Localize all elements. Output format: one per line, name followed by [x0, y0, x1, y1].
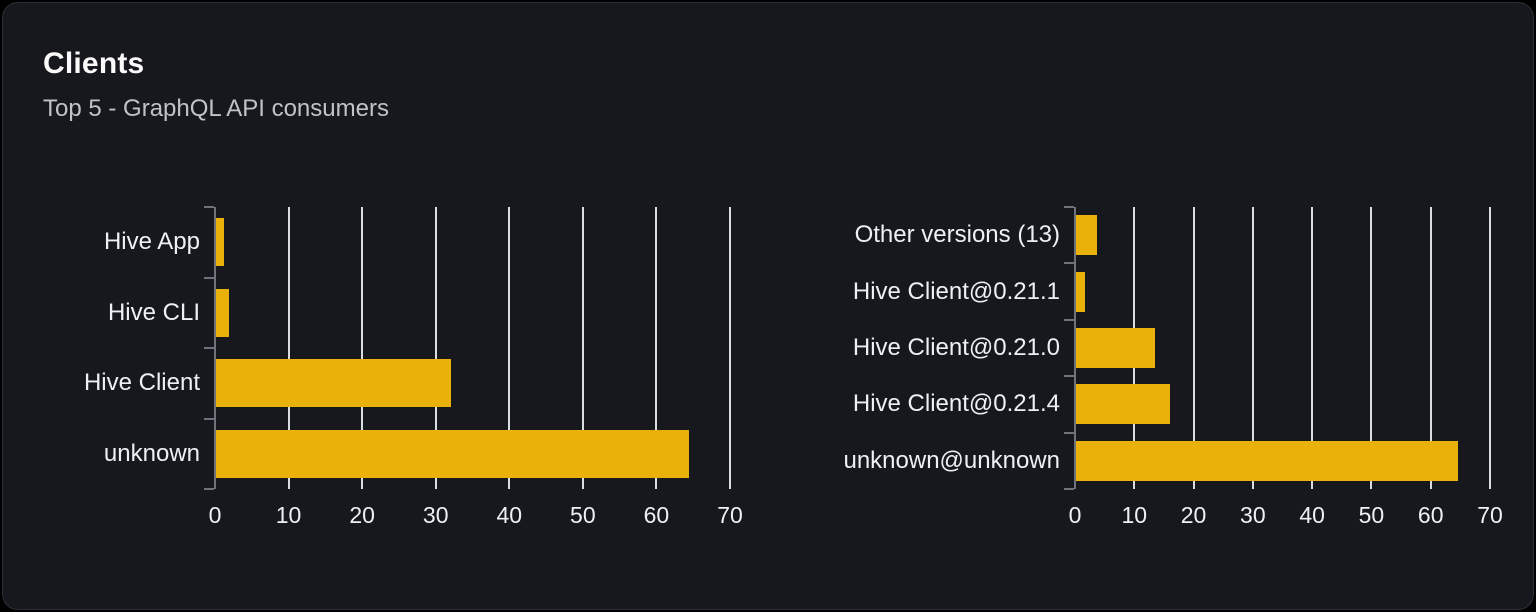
category-label: Hive App	[103, 228, 200, 256]
y-axis-tick	[1064, 262, 1074, 265]
x-tick-label: 0	[1068, 502, 1082, 528]
y-axis-tick	[1064, 318, 1074, 321]
x-tick-label: 60	[1417, 502, 1444, 528]
bar-Hive CLI	[215, 288, 229, 337]
y-axis-tick	[1064, 206, 1074, 208]
grid-line	[1311, 207, 1314, 489]
grid-line	[287, 207, 290, 489]
page-subtitle: Top 5 - GraphQL API consumers	[43, 95, 389, 122]
bar-Hive App	[215, 218, 224, 267]
x-tick-label: 20	[1180, 502, 1207, 528]
category-label: Hive CLI	[107, 298, 200, 326]
x-tick-label: 20	[349, 502, 375, 528]
y-axis-tick	[204, 488, 214, 490]
grid-line	[434, 207, 437, 489]
x-tick-label: 40	[1299, 502, 1325, 528]
x-tick-label: 30	[1240, 502, 1266, 528]
grid-line	[1251, 207, 1254, 489]
bar-Other versions (13)	[1075, 215, 1097, 256]
x-tick-label: 50	[1358, 502, 1385, 528]
grid-line	[581, 207, 584, 489]
x-tick-label: 10	[1121, 502, 1148, 528]
grid-line	[1370, 207, 1373, 489]
bar-unknown@unknown	[1075, 440, 1458, 481]
category-label: Hive Client	[83, 369, 200, 397]
grid-line	[1489, 207, 1491, 489]
category-label: unknown@unknown	[843, 446, 1060, 474]
grid-line	[655, 207, 658, 489]
y-axis-tick	[204, 206, 214, 208]
x-tick-label: 60	[643, 502, 670, 528]
category-label: Hive Client@0.21.4	[852, 390, 1060, 418]
grid-line	[729, 207, 731, 489]
grid-line	[361, 207, 364, 489]
y-axis-line	[1074, 207, 1076, 489]
category-label: Hive Client@0.21.1	[852, 277, 1060, 305]
grid-line	[1429, 207, 1432, 489]
x-tick-label: 50	[570, 502, 596, 528]
bar-Hive Client@0.21.4	[1075, 384, 1171, 425]
y-axis-tick	[204, 417, 214, 420]
x-tick-label: 30	[422, 502, 449, 528]
y-axis-line	[214, 207, 216, 489]
bar-unknown	[215, 429, 689, 478]
x-tick-label: 0	[208, 502, 222, 528]
x-tick-label: 70	[717, 502, 743, 528]
x-tick-label: 40	[496, 502, 523, 528]
bar-Hive Client@0.21.0	[1075, 328, 1156, 368]
category-label: Hive Client@0.21.0	[852, 334, 1060, 361]
x-tick-label: 10	[275, 502, 302, 528]
y-axis-tick	[1064, 431, 1074, 434]
bar-Hive Client@0.21.1	[1075, 271, 1086, 312]
category-label: unknown	[103, 439, 200, 467]
y-axis-tick	[1064, 375, 1074, 378]
page-title: Clients	[43, 47, 145, 80]
y-axis-tick	[204, 347, 214, 349]
x-tick-label: 70	[1477, 502, 1503, 528]
grid-line	[508, 207, 511, 489]
y-axis-tick	[204, 276, 214, 279]
clients-bar-chart: Hive App Hive CLI Hive Client unknown 0 10 20 3…	[84, 206, 743, 528]
bar-Hive Client	[215, 359, 452, 408]
y-axis-tick	[1064, 488, 1074, 490]
client-versions-bar-chart: Other versions (13) Hive Client@0.21.1 Hiv…	[843, 206, 1503, 528]
category-label: Other versions (13)	[854, 221, 1060, 249]
grid-line	[1192, 207, 1195, 489]
